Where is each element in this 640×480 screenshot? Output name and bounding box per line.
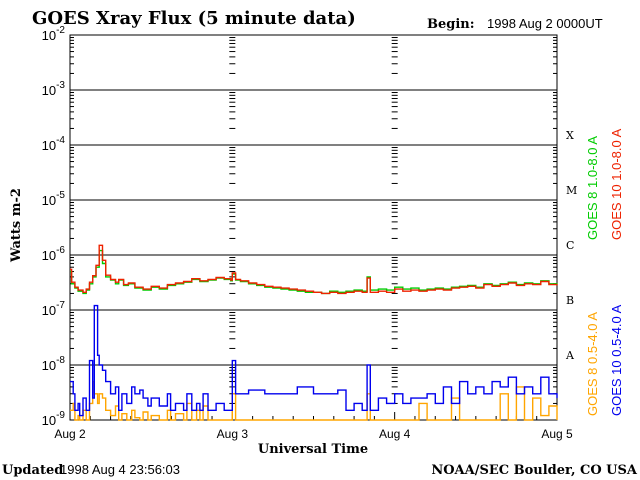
y-tick-label: 10-2 <box>42 25 66 43</box>
legend-goes10-long: GOES 10 1.0-8.0 A <box>609 128 624 240</box>
begin-label: Begin: <box>427 17 475 32</box>
y-tick-labels: 10-210-310-410-510-610-710-810-9 <box>42 25 66 428</box>
updated-value: 1998 Aug 4 23:56:03 <box>60 462 180 477</box>
tick-layer <box>69 37 558 420</box>
y-tick-base: 10 <box>42 303 56 318</box>
flare-class-label: C <box>566 239 574 252</box>
flare-class-labels: X M C B A <box>565 129 577 362</box>
series-line-goes10_long <box>70 244 558 295</box>
begin-value: 1998 Aug 2 0000UT <box>487 16 603 31</box>
grid-layer <box>70 89 557 366</box>
legend-goes8-long: GOES 8 1.0-8.0 A <box>585 136 600 240</box>
flare-class-label: A <box>565 349 575 362</box>
y-tick-label: 10-8 <box>42 355 66 373</box>
y-tick-label: 10-9 <box>42 410 66 428</box>
x-tick-labels: Aug 2 Aug 3 Aug 4 Aug 5 <box>54 427 573 441</box>
chart-title: GOES Xray Flux (5 minute data) <box>32 8 356 29</box>
y-tick-label: 10-5 <box>42 190 66 208</box>
y-tick-exponent: -5 <box>56 190 65 201</box>
x-axis-title: Universal Time <box>258 442 368 457</box>
series-layer <box>70 244 558 421</box>
y-tick-base: 10 <box>42 413 56 428</box>
y-tick-exponent: -9 <box>56 410 65 421</box>
y-tick-base: 10 <box>42 193 56 208</box>
y-tick-base: 10 <box>42 83 56 98</box>
x-tick-label: Aug 3 <box>217 427 249 441</box>
x-tick-label: Aug 5 <box>541 427 573 441</box>
y-tick-exponent: -8 <box>56 355 65 366</box>
y-tick-label: 10-7 <box>42 300 66 318</box>
y-tick-base: 10 <box>42 28 56 43</box>
flare-class-label: B <box>566 294 574 307</box>
flare-class-label: M <box>566 184 577 197</box>
x-tick-label: Aug 4 <box>379 427 411 441</box>
y-tick-base: 10 <box>42 358 56 373</box>
y-tick-exponent: -6 <box>56 245 65 256</box>
y-tick-exponent: -3 <box>56 80 65 91</box>
legend-goes8-short: GOES 8 0.5-4.0 A <box>585 312 600 416</box>
series-line-goes10_short <box>70 304 558 417</box>
y-axis-title: Watts m-2 <box>9 188 24 263</box>
y-tick-base: 10 <box>42 248 56 263</box>
flare-class-label: X <box>566 129 574 142</box>
y-tick-base: 10 <box>42 138 56 153</box>
series-line-goes8_short <box>70 380 558 421</box>
y-tick-exponent: -7 <box>56 300 65 311</box>
y-tick-exponent: -2 <box>56 25 65 36</box>
updated-label: Updated <box>2 463 63 478</box>
y-tick-label: 10-3 <box>42 80 66 98</box>
y-tick-label: 10-6 <box>42 245 66 263</box>
x-tick-label: Aug 2 <box>54 427 86 441</box>
credit-text: NOAA/SEC Boulder, CO USA <box>431 463 638 478</box>
plot-frame <box>69 34 558 421</box>
y-tick-exponent: -4 <box>56 135 65 146</box>
legend-goes10-short: GOES 10 0.5-4.0 A <box>609 304 624 416</box>
y-tick-label: 10-4 <box>42 135 66 153</box>
